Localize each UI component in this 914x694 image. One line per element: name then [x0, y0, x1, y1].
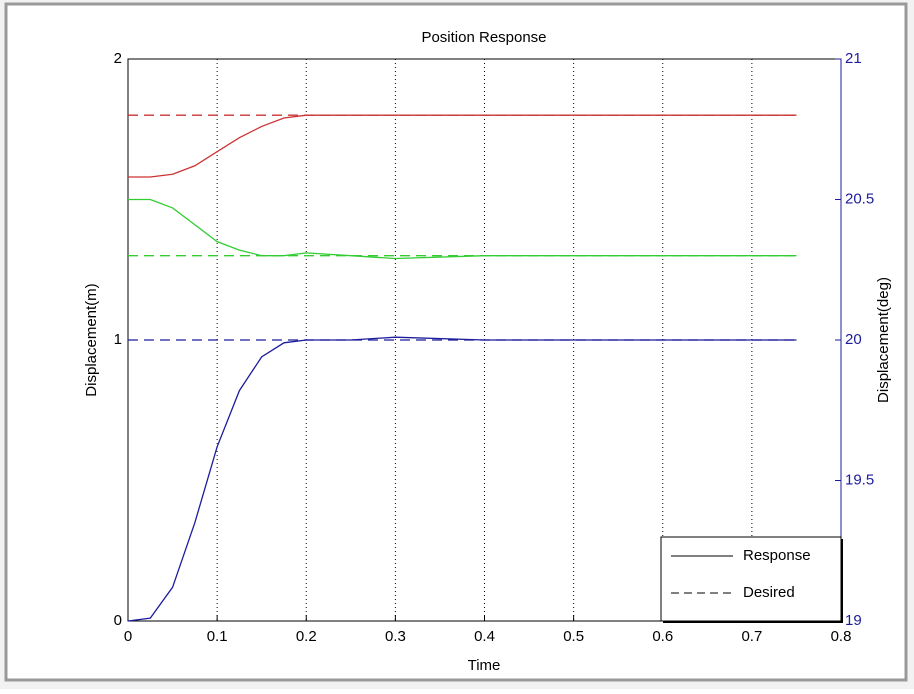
y2-tick-label: 19.5 [845, 471, 874, 488]
x-tick-label: 0.2 [296, 628, 317, 645]
y-tick-label: 2 [114, 50, 122, 67]
x-tick-label: 0.5 [563, 628, 584, 645]
y2-tick-label: 20.5 [845, 190, 874, 207]
y2-tick-label: 21 [845, 50, 862, 67]
y2-tick-label: 20 [845, 331, 862, 348]
legend-box [660, 536, 842, 622]
x-tick-label: 0.8 [831, 628, 852, 645]
y-tick-label: 0 [114, 612, 122, 629]
x-axis-label: Time [468, 657, 501, 674]
series-line [127, 336, 797, 622]
x-tick-label: 0.7 [741, 628, 762, 645]
x-tick-label: 0.4 [474, 628, 495, 645]
x-tick-label: 0 [124, 628, 132, 645]
legend-label: Response [743, 547, 811, 564]
y2-axis-label: Displacement(deg) [875, 277, 892, 403]
chart-title: Position Response [421, 29, 546, 46]
x-tick-label: 0.6 [652, 628, 673, 645]
series-line [128, 198, 797, 260]
y2-tick-label: 19 [845, 612, 862, 629]
y-axis-label: Displacement(m) [83, 283, 100, 396]
x-tick-label: 0.1 [207, 628, 228, 645]
series-line [128, 114, 797, 178]
y-tick-label: 1 [114, 331, 122, 348]
x-tick-label: 0.3 [385, 628, 406, 645]
legend-label: Desired [743, 584, 795, 601]
